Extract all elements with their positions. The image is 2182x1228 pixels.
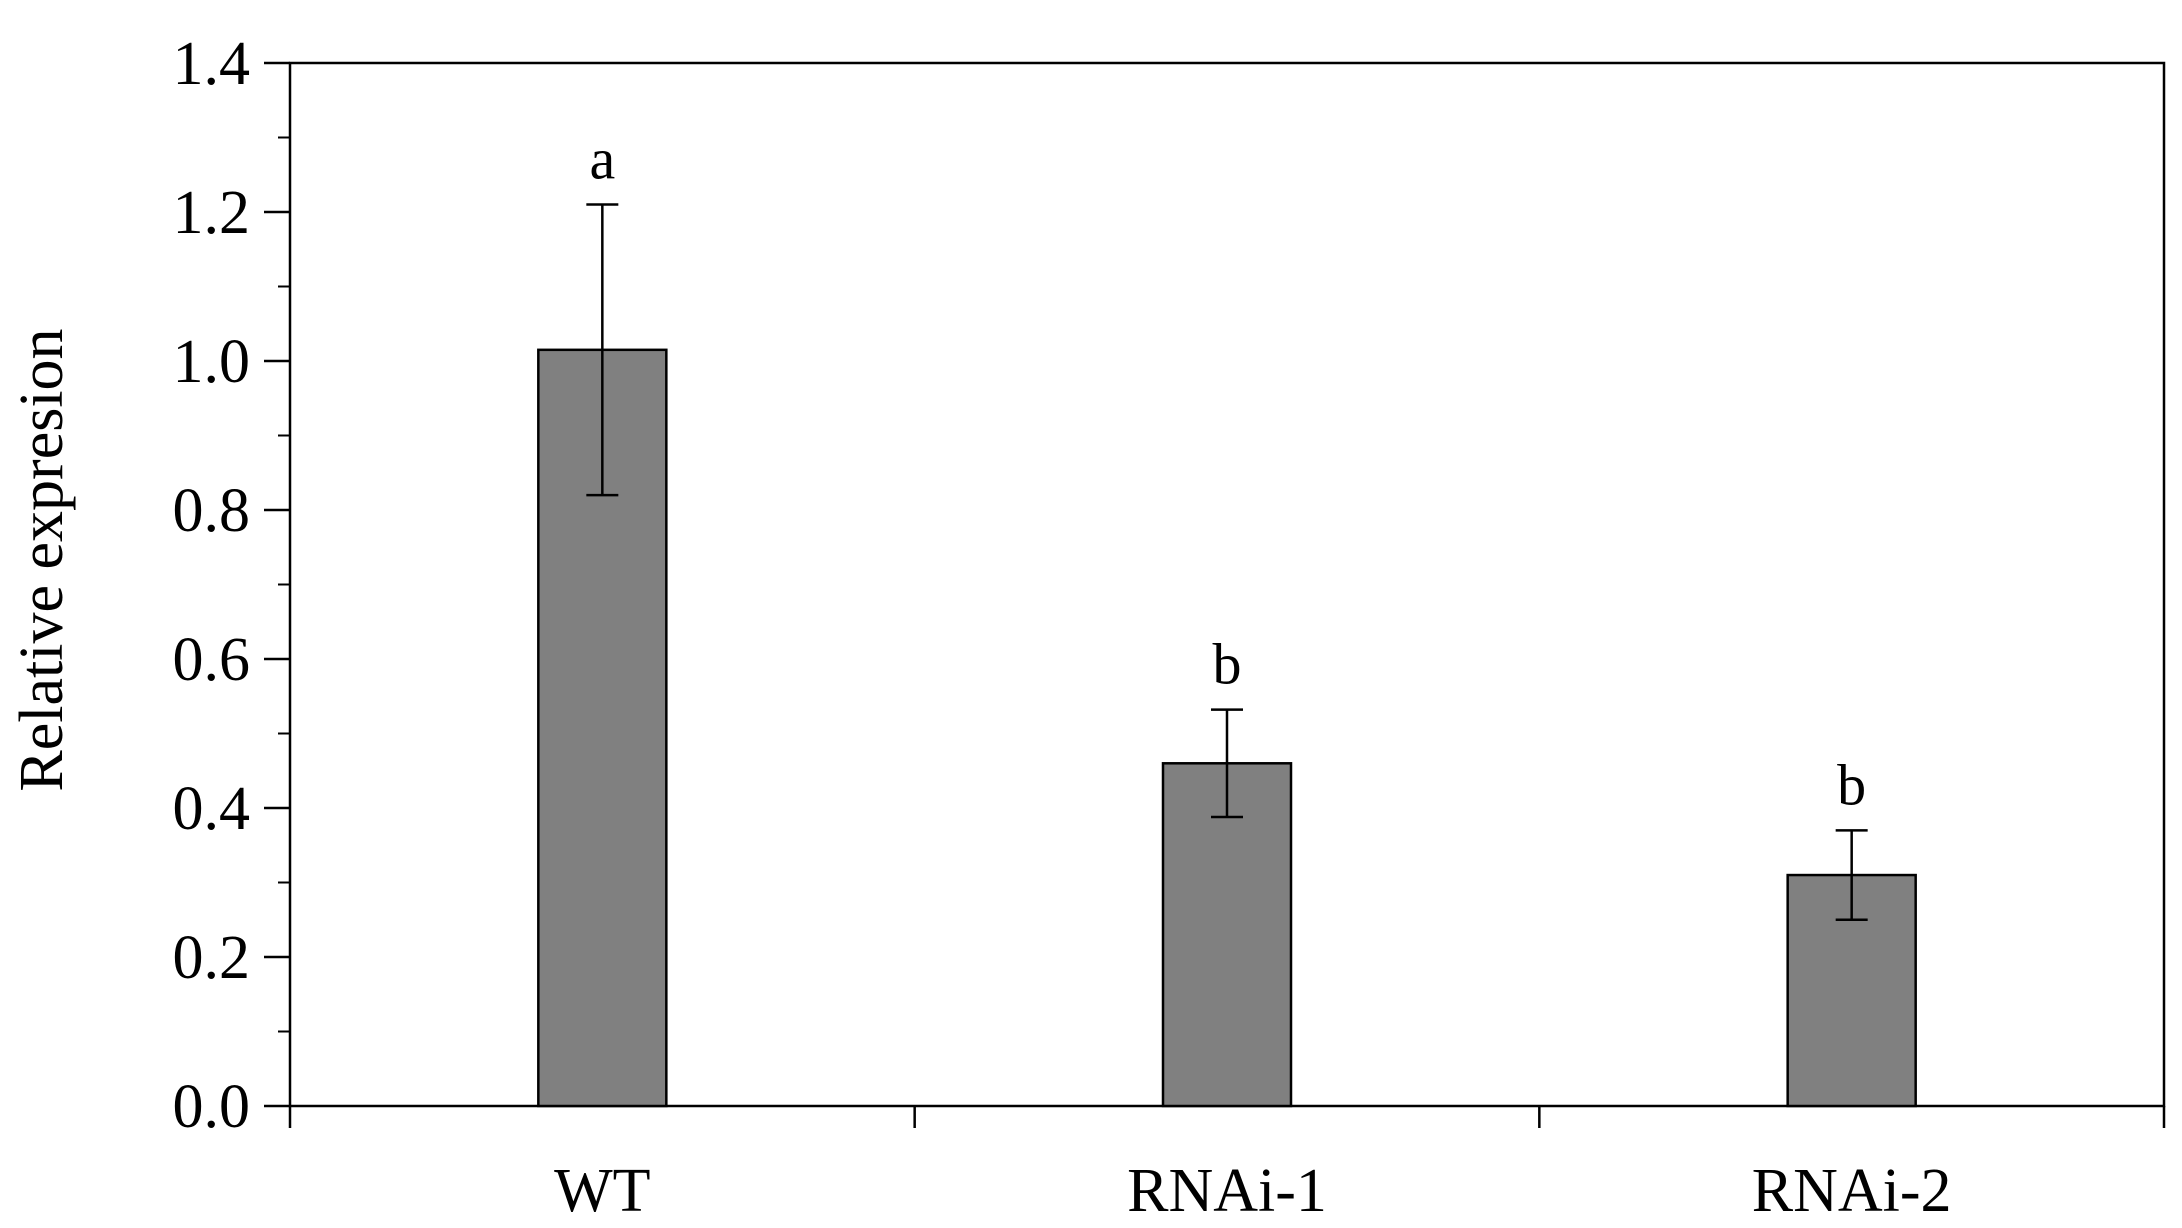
y-tick-label: 0.0 bbox=[173, 1073, 251, 1141]
significance-label: b bbox=[1837, 752, 1866, 817]
x-category-label: RNAi-2 bbox=[1752, 1157, 1952, 1225]
y-axis-title: Relative expresion bbox=[8, 328, 76, 791]
y-axis-ticks: 0.0 0.2 0.4 0.6 0.8 1.0 1.2 1.4 bbox=[173, 30, 290, 1141]
y-tick-label: 0.2 bbox=[173, 924, 251, 992]
y-tick-label: 1.0 bbox=[173, 328, 251, 396]
y-tick-label: 0.6 bbox=[173, 626, 251, 694]
error-bars bbox=[586, 203, 1868, 921]
bar-rnai-1 bbox=[1161, 762, 1293, 1108]
y-tick-label: 1.2 bbox=[173, 179, 251, 247]
y-tick-label: 0.8 bbox=[173, 477, 251, 545]
significance-label: a bbox=[589, 127, 615, 192]
y-minor-ticks bbox=[278, 136, 290, 1033]
x-category-label: WT bbox=[554, 1157, 650, 1225]
significance-labels: a b b bbox=[589, 127, 1866, 818]
y-tick-label: 0.4 bbox=[173, 775, 251, 843]
y-tick-label: 1.4 bbox=[173, 30, 251, 98]
significance-label: b bbox=[1213, 632, 1242, 697]
x-axis-ticks: WT RNAi-1 RNAi-2 bbox=[288, 1106, 2166, 1225]
x-category-label: RNAi-1 bbox=[1127, 1157, 1327, 1225]
